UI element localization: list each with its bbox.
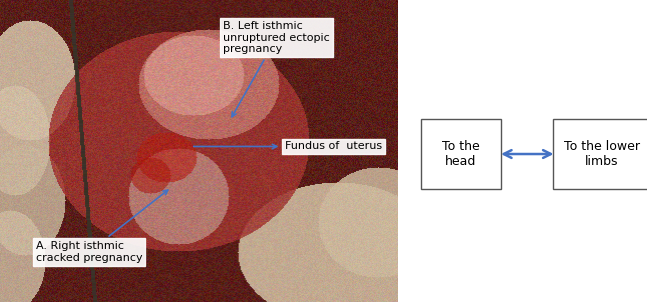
Text: To the
head: To the head bbox=[442, 140, 480, 168]
Text: Fundus of  uterus: Fundus of uterus bbox=[193, 141, 382, 152]
FancyBboxPatch shape bbox=[421, 119, 501, 189]
Text: A. Right isthmic
cracked pregnancy: A. Right isthmic cracked pregnancy bbox=[36, 190, 168, 263]
FancyBboxPatch shape bbox=[553, 119, 647, 189]
Text: To the lower
limbs: To the lower limbs bbox=[564, 140, 640, 168]
Text: B. Left isthmic
unruptured ectopic
pregnancy: B. Left isthmic unruptured ectopic pregn… bbox=[223, 21, 330, 117]
